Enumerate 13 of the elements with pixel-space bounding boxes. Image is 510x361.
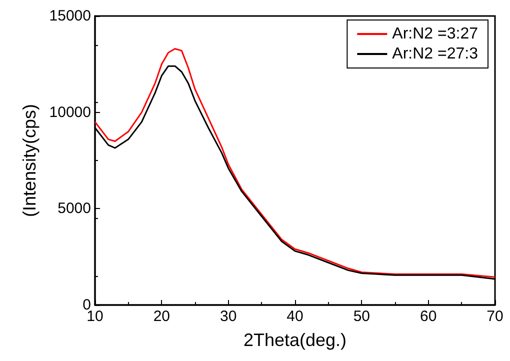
x-tick-label: 50	[353, 308, 370, 325]
x-tick-label: 60	[420, 308, 437, 325]
x-tick-label: 40	[286, 308, 304, 325]
y-tick-label: 5000	[58, 200, 91, 218]
y-tick-label: 15000	[49, 8, 91, 24]
x-tick-label: 70	[486, 308, 504, 325]
y-tick-label: 10000	[49, 104, 91, 121]
y-axis-title: (Intensity(cps)	[19, 104, 40, 218]
legend-label: Ar:N2 =3:27	[392, 26, 478, 42]
x-tick-label: 30	[220, 308, 237, 325]
legend-label: Ar:N2 =27:3	[392, 46, 478, 62]
x-tick-label: 20	[153, 308, 170, 325]
x-axis-title: 2Theta(deg.)	[243, 330, 347, 350]
